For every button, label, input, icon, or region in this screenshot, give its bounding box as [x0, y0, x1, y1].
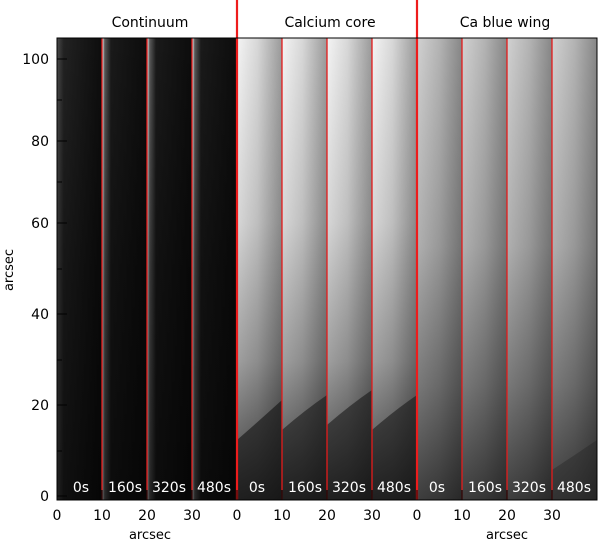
x-axis-title-ca-blue-wing: arcsec [486, 528, 528, 543]
x-tick-label: 10 [273, 508, 291, 524]
x-tick-label: 0 [53, 508, 62, 524]
y-tick-label: 40 [31, 307, 49, 323]
x-tick-label: 10 [453, 508, 471, 524]
y-tick-label: 20 [31, 398, 49, 414]
y-tick-label: 0 [40, 489, 49, 505]
panel-title-continuum: Continuum [112, 15, 189, 31]
frame-separators [101, 38, 553, 500]
y-tick-label: 100 [22, 52, 49, 68]
frame-label: 0s [73, 480, 89, 496]
x-tick-label: 20 [138, 508, 156, 524]
y-tick-labels: 0 20 40 60 80 100 [22, 52, 49, 505]
frame-label: 320s [332, 480, 366, 496]
x-axis-ticks [56, 490, 553, 500]
frame-label: 480s [197, 480, 231, 496]
frame-label: 0s [429, 480, 445, 496]
x-tick-label: 20 [498, 508, 516, 524]
frame-label: 480s [377, 480, 411, 496]
x-tick-label: 30 [183, 508, 201, 524]
frame-label: 160s [468, 480, 502, 496]
frame-labels: 0s 160s 320s 480s 0s 160s 320s 480s 0s 1… [73, 480, 591, 496]
y-tick-label: 60 [31, 216, 49, 232]
frame-label: 320s [152, 480, 186, 496]
x-tick-label: 20 [318, 508, 336, 524]
frame-label: 160s [108, 480, 142, 496]
x-tick-label: 0 [413, 508, 422, 524]
x-tick-labels: 0 10 20 30 0 10 20 30 0 10 20 30 [53, 508, 561, 524]
frame-label: 320s [512, 480, 546, 496]
frame-label: 0s [249, 480, 265, 496]
panel-title-ca-blue-wing: Ca blue wing [460, 15, 551, 31]
x-axis-title-continuum: arcsec [129, 528, 171, 543]
frame-label: 480s [557, 480, 591, 496]
y-axis-ticks [57, 58, 67, 497]
panel-title-calcium-core: Calcium core [284, 15, 375, 31]
panel-separators [235, 0, 419, 500]
x-tick-label: 30 [363, 508, 381, 524]
y-tick-label: 80 [31, 134, 49, 150]
x-tick-label: 0 [233, 508, 242, 524]
x-tick-label: 10 [93, 508, 111, 524]
y-axis-title: arcsec [2, 249, 17, 291]
frame-label: 160s [288, 480, 322, 496]
x-tick-label: 30 [543, 508, 561, 524]
